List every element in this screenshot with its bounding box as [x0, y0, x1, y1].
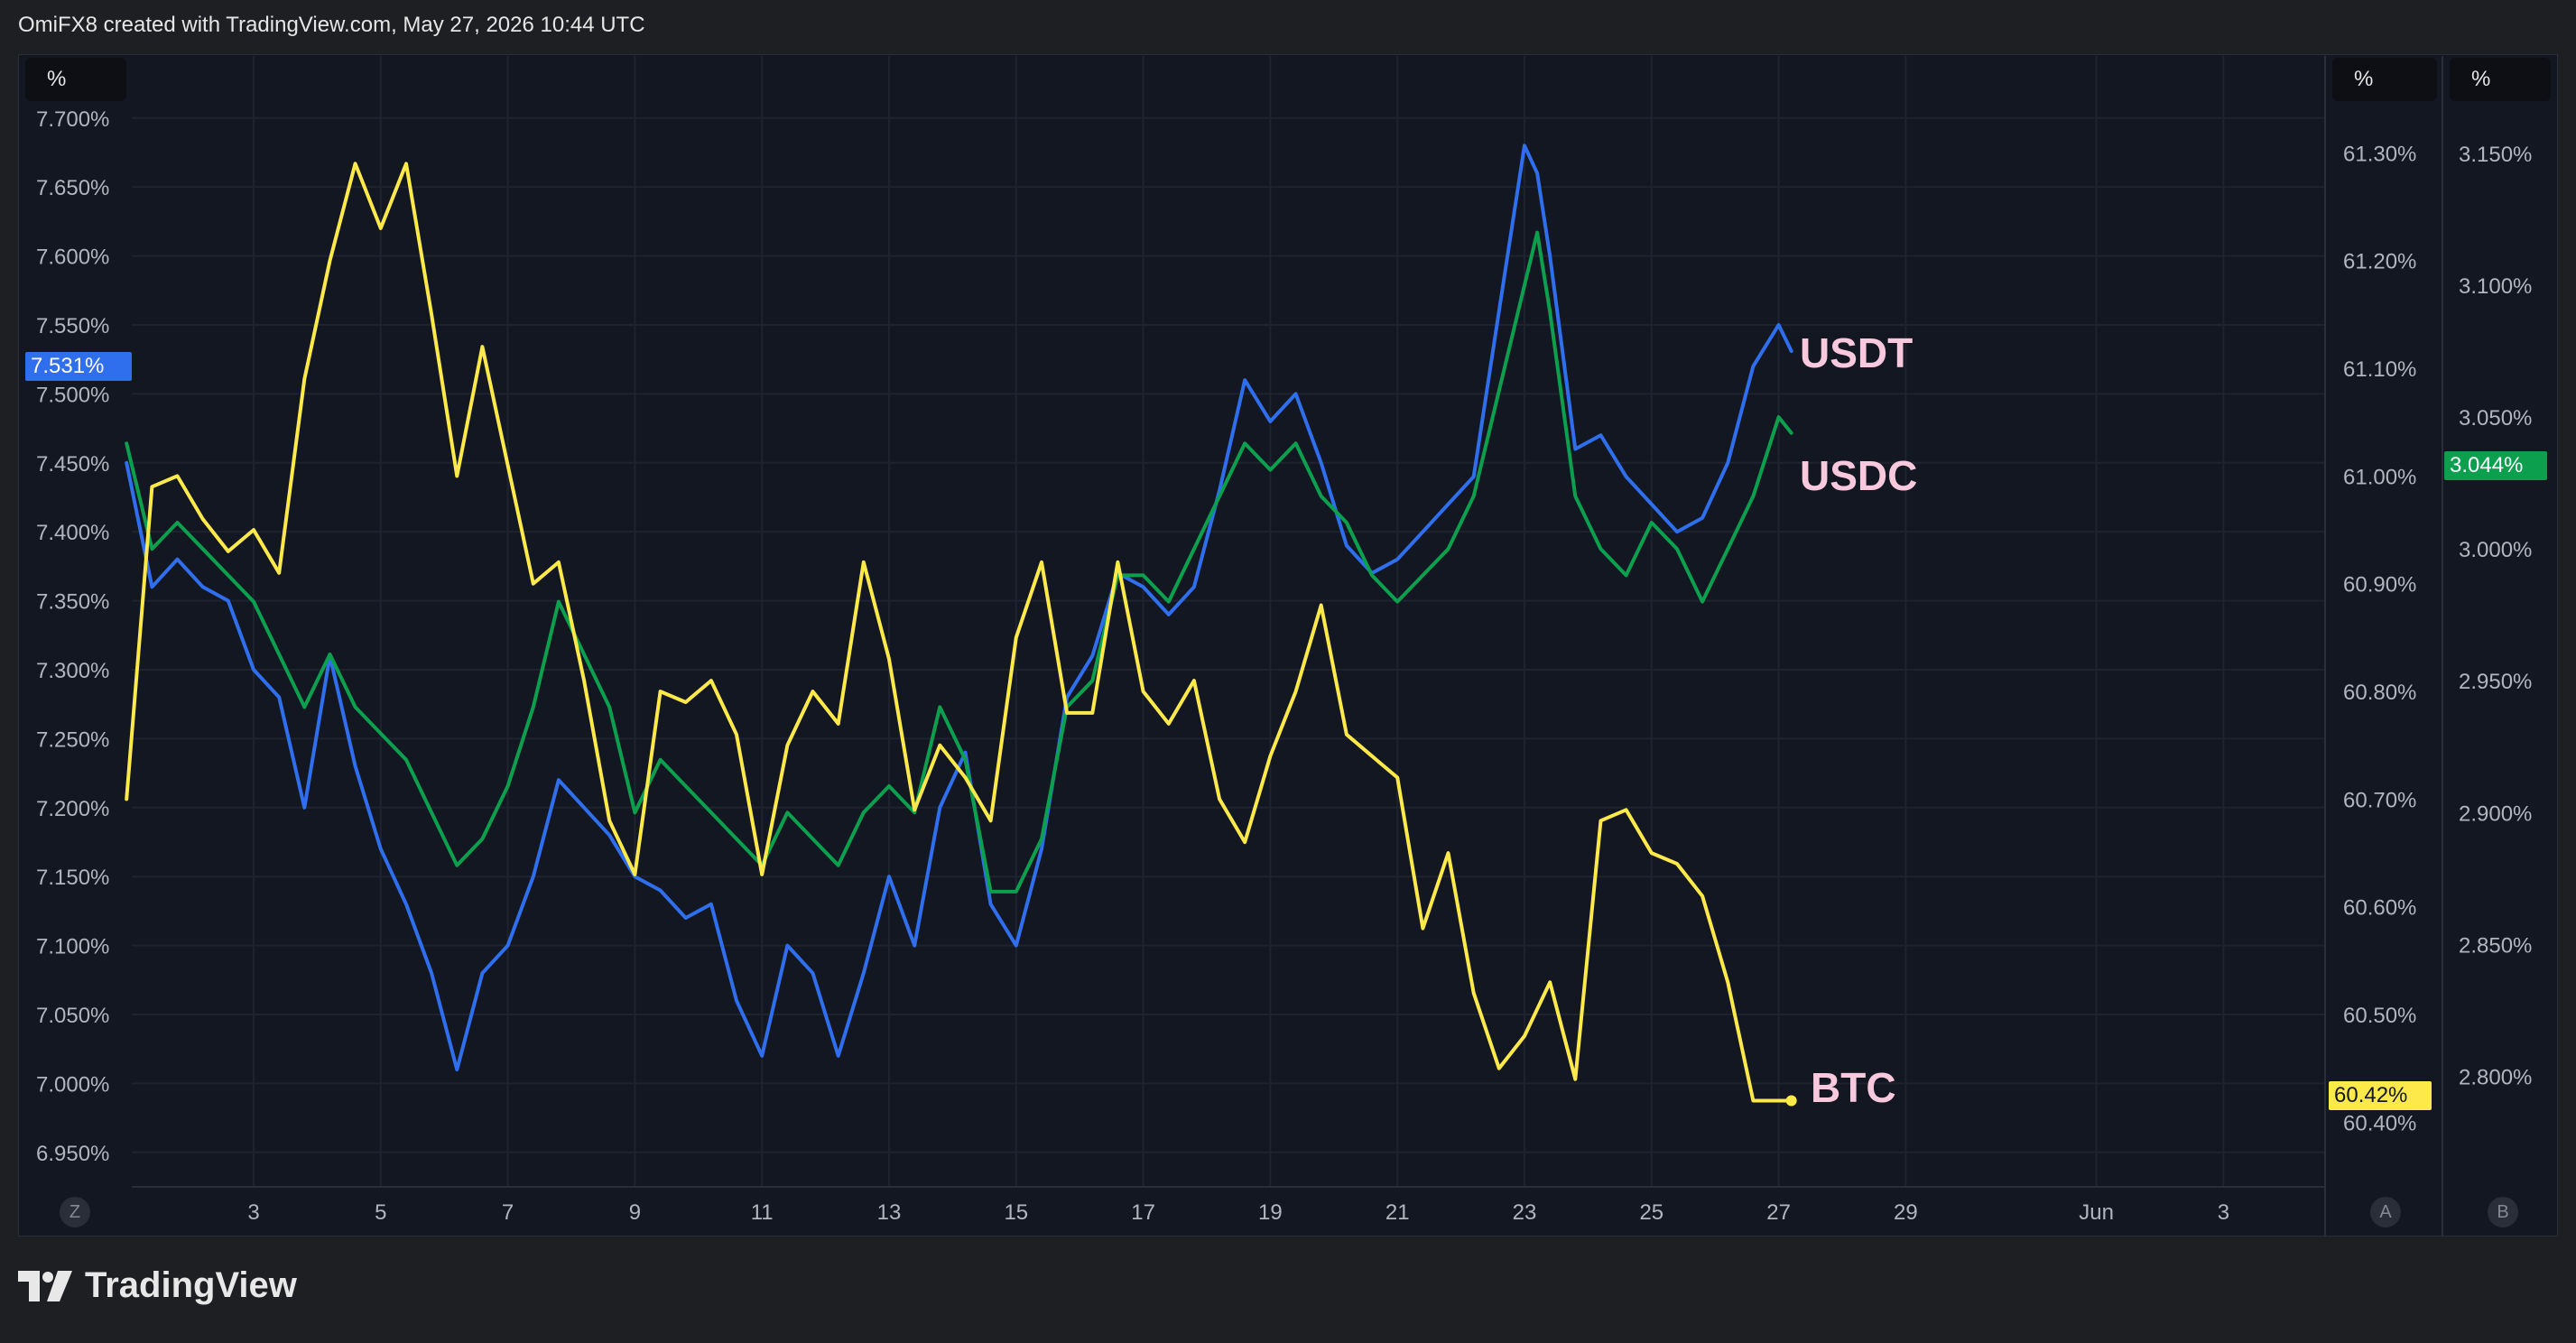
chart-attribution: OmiFX8 created with TradingView.com, May…	[18, 13, 645, 37]
tradingview-logo[interactable]: TradingView	[18, 1265, 297, 1306]
x-axis-tick-label: 3	[2218, 1200, 2229, 1225]
left-axis-tick-label: 7.350%	[36, 590, 109, 615]
left-axis-tick-label: 7.650%	[36, 176, 109, 200]
axis-a-tick-label: 60.40%	[2343, 1111, 2416, 1135]
axis-b-tick-label: 2.900%	[2459, 801, 2532, 826]
left-axis-tick-label: 7.100%	[36, 935, 109, 959]
x-axis-tick-label: 17	[1131, 1200, 1155, 1225]
left-axis-tick-label: 6.950%	[36, 1142, 109, 1166]
left-axis-tick-label: 7.500%	[36, 383, 109, 407]
axis-b-unit[interactable]: %	[2450, 58, 2551, 101]
axis-a-tick-label: 60.50%	[2343, 1004, 2416, 1028]
axis-a-tick-label: 60.90%	[2343, 573, 2416, 597]
axis-a-unit[interactable]: %	[2332, 58, 2437, 101]
x-axis-tick-label: 29	[1894, 1200, 1918, 1225]
btc-line[interactable]	[125, 162, 1793, 1103]
x-axis-tick-label: 9	[629, 1200, 641, 1225]
axis-b-tick-label: 2.800%	[2459, 1065, 2532, 1089]
x-axis-tick-label: 21	[1385, 1200, 1410, 1225]
axis-b-tick-label: 3.100%	[2459, 274, 2532, 299]
btc-price-badge: 60.42%	[2329, 1081, 2432, 1110]
left-axis-tick-label: 7.700%	[36, 107, 109, 132]
x-axis-tick-label: 7	[502, 1200, 514, 1225]
x-axis-tick-label: 25	[1639, 1200, 1663, 1225]
x-axis-tick-label: 11	[751, 1200, 774, 1225]
x-axis-tick-label: 23	[1513, 1200, 1537, 1225]
x-axis-tick-label: 15	[1004, 1200, 1028, 1225]
series-lines	[125, 144, 1797, 1107]
axis-a-tick-label: 61.30%	[2343, 142, 2416, 166]
usdt-series-label: USDT	[1800, 329, 1913, 376]
axis-ticks: 7.700% 7.650% 7.600% 7.550% 7.500% 7.450% 7.40…	[36, 107, 2532, 1225]
usdc-price-badge: 3.044%	[2444, 451, 2547, 480]
chart-panel[interactable]	[18, 54, 2558, 1236]
left-axis-tick-label: 7.400%	[36, 521, 109, 545]
axis-a-tick-label: 60.70%	[2343, 788, 2416, 812]
axis-a-tick-label: 61.10%	[2343, 357, 2416, 382]
axis-b-tick-label: 3.050%	[2459, 406, 2532, 431]
left-axis-tick-label: 7.050%	[36, 1004, 109, 1028]
x-axis-tick-label: 19	[1258, 1200, 1283, 1225]
left-axis-tick-label: 7.250%	[36, 727, 109, 752]
x-axis-tick-label: 3	[247, 1200, 259, 1225]
x-axis-tick-label: Jun	[2079, 1200, 2114, 1225]
x-axis-tick-label: 27	[1766, 1200, 1791, 1225]
left-axis-tick-label: 7.150%	[36, 866, 109, 890]
left-axis-tick-label: 7.200%	[36, 797, 109, 821]
btc-last-point	[1785, 1095, 1797, 1107]
axis-a-tick-label: 61.20%	[2343, 250, 2416, 274]
axis-a-tick-label: 60.80%	[2343, 681, 2416, 705]
x-axis-tick-label: 5	[375, 1200, 386, 1225]
usdc-series-label: USDC	[1800, 452, 1918, 499]
chart-canvas[interactable]: 7.700% 7.650% 7.600% 7.550% 7.500% 7.450% 7.40…	[0, 0, 2576, 1264]
axis-a-scale-button[interactable]: A	[2370, 1197, 2401, 1227]
usdc-line[interactable]	[125, 230, 1793, 894]
axis-a-tick-label: 61.00%	[2343, 465, 2416, 489]
left-axis-tick-label: 7.000%	[36, 1072, 109, 1097]
usdt-price-badge: 7.531%	[25, 352, 132, 381]
axis-b-tick-label: 2.950%	[2459, 670, 2532, 694]
grid-lines	[132, 56, 2325, 1187]
left-axis-tick-label: 7.600%	[36, 245, 109, 270]
left-axis-tick-label: 7.300%	[36, 659, 109, 683]
axis-a-tick-label: 60.60%	[2343, 896, 2416, 921]
axis-b-tick-label: 3.000%	[2459, 538, 2532, 562]
axis-b-scale-button[interactable]: B	[2488, 1197, 2518, 1227]
left-axis-scale-button[interactable]: Z	[60, 1197, 90, 1227]
btc-series-label: BTC	[1811, 1064, 1896, 1111]
left-axis-tick-label: 7.450%	[36, 452, 109, 477]
tradingview-logo-icon	[18, 1270, 72, 1301]
axis-b-tick-label: 2.850%	[2459, 933, 2532, 958]
axis-b-tick-label: 3.150%	[2459, 143, 2532, 167]
left-axis-unit[interactable]: %	[25, 58, 126, 101]
usdt-line[interactable]	[125, 144, 1793, 1072]
tradingview-logo-text: TradingView	[85, 1265, 297, 1305]
x-axis-tick-label: 13	[877, 1200, 902, 1225]
left-axis-tick-label: 7.550%	[36, 314, 109, 338]
